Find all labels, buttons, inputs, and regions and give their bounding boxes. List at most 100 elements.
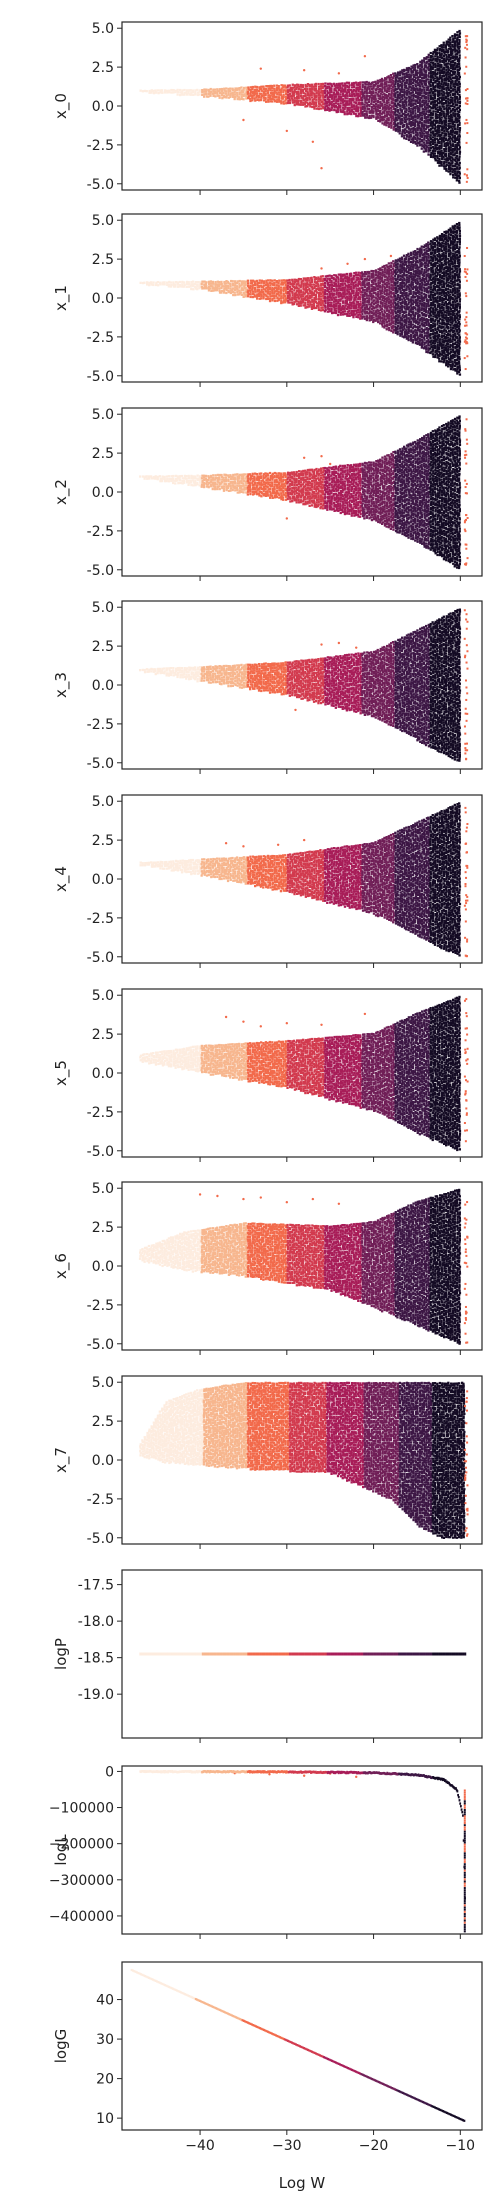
data-point: [379, 83, 382, 86]
data-point: [390, 310, 393, 313]
data-point: [258, 92, 261, 95]
data-point: [403, 120, 407, 123]
data-point: [445, 71, 448, 74]
data-point: [434, 327, 437, 330]
data-point: [176, 93, 179, 96]
data-point: [163, 283, 166, 286]
data-point: [249, 90, 252, 94]
data-point: [456, 31, 459, 34]
data-point: [218, 281, 221, 284]
data-point: [431, 291, 435, 294]
data-point: [432, 262, 435, 266]
data-point: [273, 292, 276, 295]
data-point: [419, 333, 422, 336]
data-point: [207, 92, 210, 96]
data-point: [412, 93, 415, 96]
data-point: [392, 315, 396, 318]
data-point: [326, 286, 329, 289]
data-point: [348, 102, 351, 105]
data-point: [334, 298, 338, 302]
data-point: [452, 176, 455, 179]
data-point: [297, 96, 300, 99]
data-point: [370, 292, 373, 295]
data-point: [456, 42, 459, 45]
data-point: [436, 248, 439, 251]
data-point: [453, 63, 456, 67]
data-point: [455, 90, 458, 93]
data-point: [330, 309, 333, 313]
data-point: [229, 287, 232, 290]
data-point: [420, 346, 423, 349]
data-point: [408, 103, 411, 106]
data-point: [256, 282, 259, 285]
data-point: [440, 89, 443, 92]
data-point: [403, 274, 406, 277]
data-point: [396, 313, 399, 316]
data-point: [425, 331, 429, 334]
data-point: [186, 282, 189, 286]
data-point: [302, 288, 305, 291]
data-point: [405, 109, 408, 112]
data-point: [405, 308, 408, 311]
data-point: [190, 281, 193, 284]
data-point: [438, 302, 441, 306]
data-point: [425, 244, 428, 248]
data-point: [383, 291, 386, 294]
data-point: [443, 77, 446, 80]
data-point: [429, 242, 432, 245]
data-point: [300, 280, 303, 283]
data-point: [385, 124, 388, 127]
data-point: [279, 297, 283, 300]
data-point: [427, 78, 430, 81]
data-point: [443, 68, 446, 71]
data-point: [414, 88, 417, 91]
data-point: [260, 284, 263, 287]
data-point: [408, 119, 411, 122]
data-point: [438, 265, 441, 268]
data-point: [407, 110, 411, 113]
data-point: [410, 330, 413, 333]
data-point: [418, 273, 421, 276]
data-point: [249, 289, 252, 292]
data-point: [348, 298, 351, 302]
data-point: [256, 290, 259, 293]
data-point: [438, 236, 441, 240]
data-point: [432, 264, 435, 268]
data-point: [402, 297, 406, 300]
data-point: [432, 63, 435, 67]
data-point: [436, 297, 439, 300]
data-point: [235, 91, 239, 94]
data-point: [420, 105, 423, 108]
data-point: [335, 84, 338, 87]
data-point: [201, 287, 204, 290]
data-point: [304, 277, 307, 280]
data-point: [423, 120, 426, 124]
data-point: [458, 123, 461, 127]
data-point: [339, 287, 342, 290]
data-point: [396, 294, 400, 297]
data-point: [381, 285, 384, 289]
data-point: [319, 301, 322, 305]
data-point: [436, 132, 439, 135]
data-point: [449, 125, 452, 128]
data-point: [299, 289, 302, 292]
data-point: [416, 336, 420, 339]
data-point: [449, 72, 452, 75]
data-point: [310, 83, 313, 86]
data-point: [449, 50, 453, 53]
data-point: [260, 286, 264, 289]
data-point: [434, 146, 437, 149]
data-point: [436, 301, 439, 304]
data-point: [442, 289, 445, 292]
data-point: [332, 311, 335, 314]
data-point: [407, 138, 411, 142]
data-point: [337, 95, 341, 98]
data-point: [370, 100, 373, 103]
data-point: [401, 266, 404, 270]
data-point: [355, 315, 358, 318]
data-point: [416, 320, 419, 324]
data-point: [334, 282, 338, 286]
data-point: [392, 295, 395, 298]
data-point: [432, 107, 435, 110]
data-point: [207, 280, 211, 283]
